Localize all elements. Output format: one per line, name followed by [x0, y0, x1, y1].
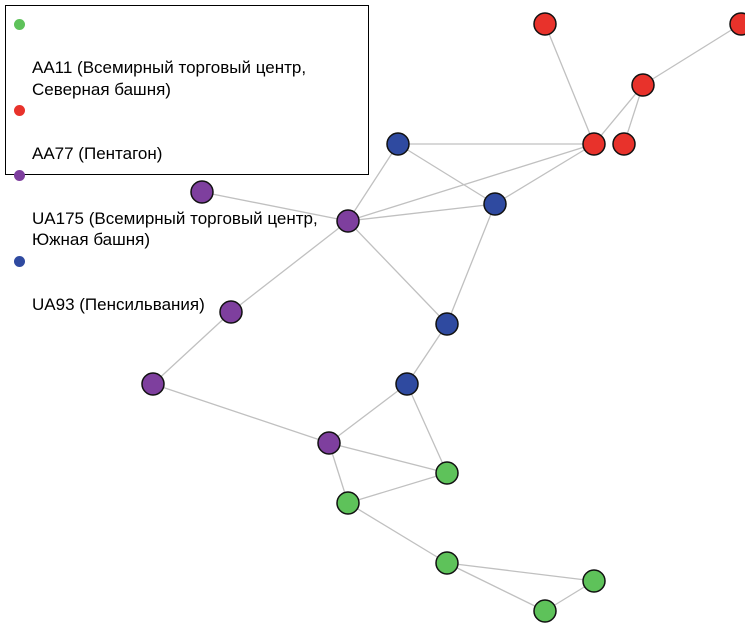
graph-edge: [446, 562, 595, 582]
legend: AA11 (Всемирный торговый центр, Северная…: [5, 5, 369, 314]
graph-edge: [347, 143, 399, 222]
graph-edges: [152, 23, 742, 612]
legend-dot-icon: [14, 169, 25, 181]
graph-node-aa11: [435, 461, 459, 485]
graph-node-aa77: [533, 12, 557, 36]
legend-label: AA11 (Всемирный торговый центр, Северная…: [32, 58, 307, 99]
graph-node-aa11: [336, 491, 360, 515]
graph-edge: [446, 562, 546, 612]
graph-node-aa11: [435, 551, 459, 575]
graph-node-ua175: [336, 209, 360, 233]
graph-edge: [642, 23, 742, 86]
graph-node-aa77: [729, 12, 745, 36]
graph-node-aa77: [612, 132, 636, 156]
graph-node-aa77: [582, 132, 606, 156]
legend-label: AA77 (Пентагон): [32, 144, 163, 163]
graph-edge: [494, 143, 595, 205]
graph-edge: [152, 311, 232, 385]
graph-node-ua175: [190, 180, 214, 204]
graph-edge: [406, 323, 448, 385]
graph-edge: [544, 23, 595, 145]
legend-item-ua175: UA175 (Всемирный торговый центр, Южная б…: [14, 165, 368, 251]
graph-node-ua93: [483, 192, 507, 216]
graph-node-ua93: [435, 312, 459, 336]
graph-edge: [446, 203, 496, 325]
legend-item-aa77: AA77 (Пентагон): [14, 100, 368, 165]
graph-edge: [347, 472, 448, 504]
graph-node-ua175: [219, 300, 243, 324]
graph-node-aa11: [533, 599, 557, 623]
graph-edge: [328, 442, 448, 474]
graph-edge: [397, 143, 496, 205]
graph-node-ua175: [317, 431, 341, 455]
legend-item-aa11: AA11 (Всемирный торговый центр, Северная…: [14, 14, 368, 100]
graph-edge: [152, 383, 330, 444]
graph-node-ua93: [386, 132, 410, 156]
legend-dot-icon: [14, 255, 25, 267]
legend-label: UA175 (Всемирный торговый центр, Южная б…: [32, 208, 318, 250]
graph-edge: [230, 220, 349, 313]
legend-label: UA93 (Пенсильвания): [32, 294, 205, 314]
legend-dot-icon: [14, 19, 25, 30]
graph-edge: [328, 383, 408, 444]
legend-item-ua93: UA93 (Пенсильвания): [14, 251, 368, 316]
legend-dot-icon: [14, 105, 25, 116]
graph-edge: [347, 203, 496, 222]
graph-node-aa11: [582, 569, 606, 593]
graph-node-aa77: [631, 73, 655, 97]
graph-edge: [406, 383, 448, 474]
graph-edge: [347, 502, 448, 564]
graph-edge: [347, 143, 595, 222]
graph-edge: [201, 191, 349, 222]
graph-node-ua93: [395, 372, 419, 396]
graph-nodes: [141, 12, 745, 623]
graph-edge: [347, 220, 448, 325]
graph-node-ua175: [141, 372, 165, 396]
graph-edge: [593, 84, 644, 145]
